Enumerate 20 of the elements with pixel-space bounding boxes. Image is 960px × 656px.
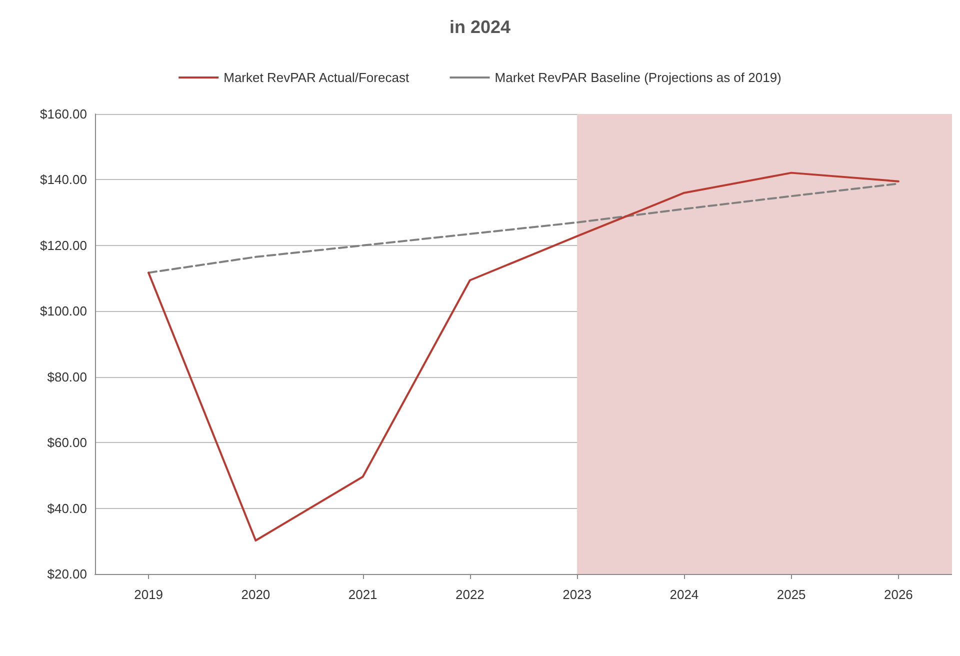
x-tick-label: 2019 [134,587,164,602]
x-tick-label: 2026 [884,587,913,602]
x-tick-label: 2024 [670,587,699,602]
y-tick-label: $80.00 [47,369,87,384]
legend-label: Market RevPAR Actual/Forecast [224,70,410,85]
x-tick-label: 2023 [562,587,592,602]
line-series [148,172,900,542]
y-tick-label: $20.00 [47,566,87,582]
x-tick-label: 2021 [348,587,378,602]
x-tick-label: 2020 [241,587,270,602]
y-tick-label: $100.00 [40,304,87,319]
y-tick-label: $60.00 [47,435,87,450]
x-tick-label: 2022 [455,587,484,602]
x-tick-label: 2025 [776,587,806,602]
legend-label: Market RevPAR Baseline (Projections as of 2019) [494,70,782,85]
y-tick-label: $120.00 [40,238,87,253]
chart-title: in 2024 [449,17,511,37]
y-tick-label: $160.00 [40,106,87,122]
y-tick-label: $40.00 [47,500,87,516]
y-tick-label: $140.00 [40,172,87,188]
